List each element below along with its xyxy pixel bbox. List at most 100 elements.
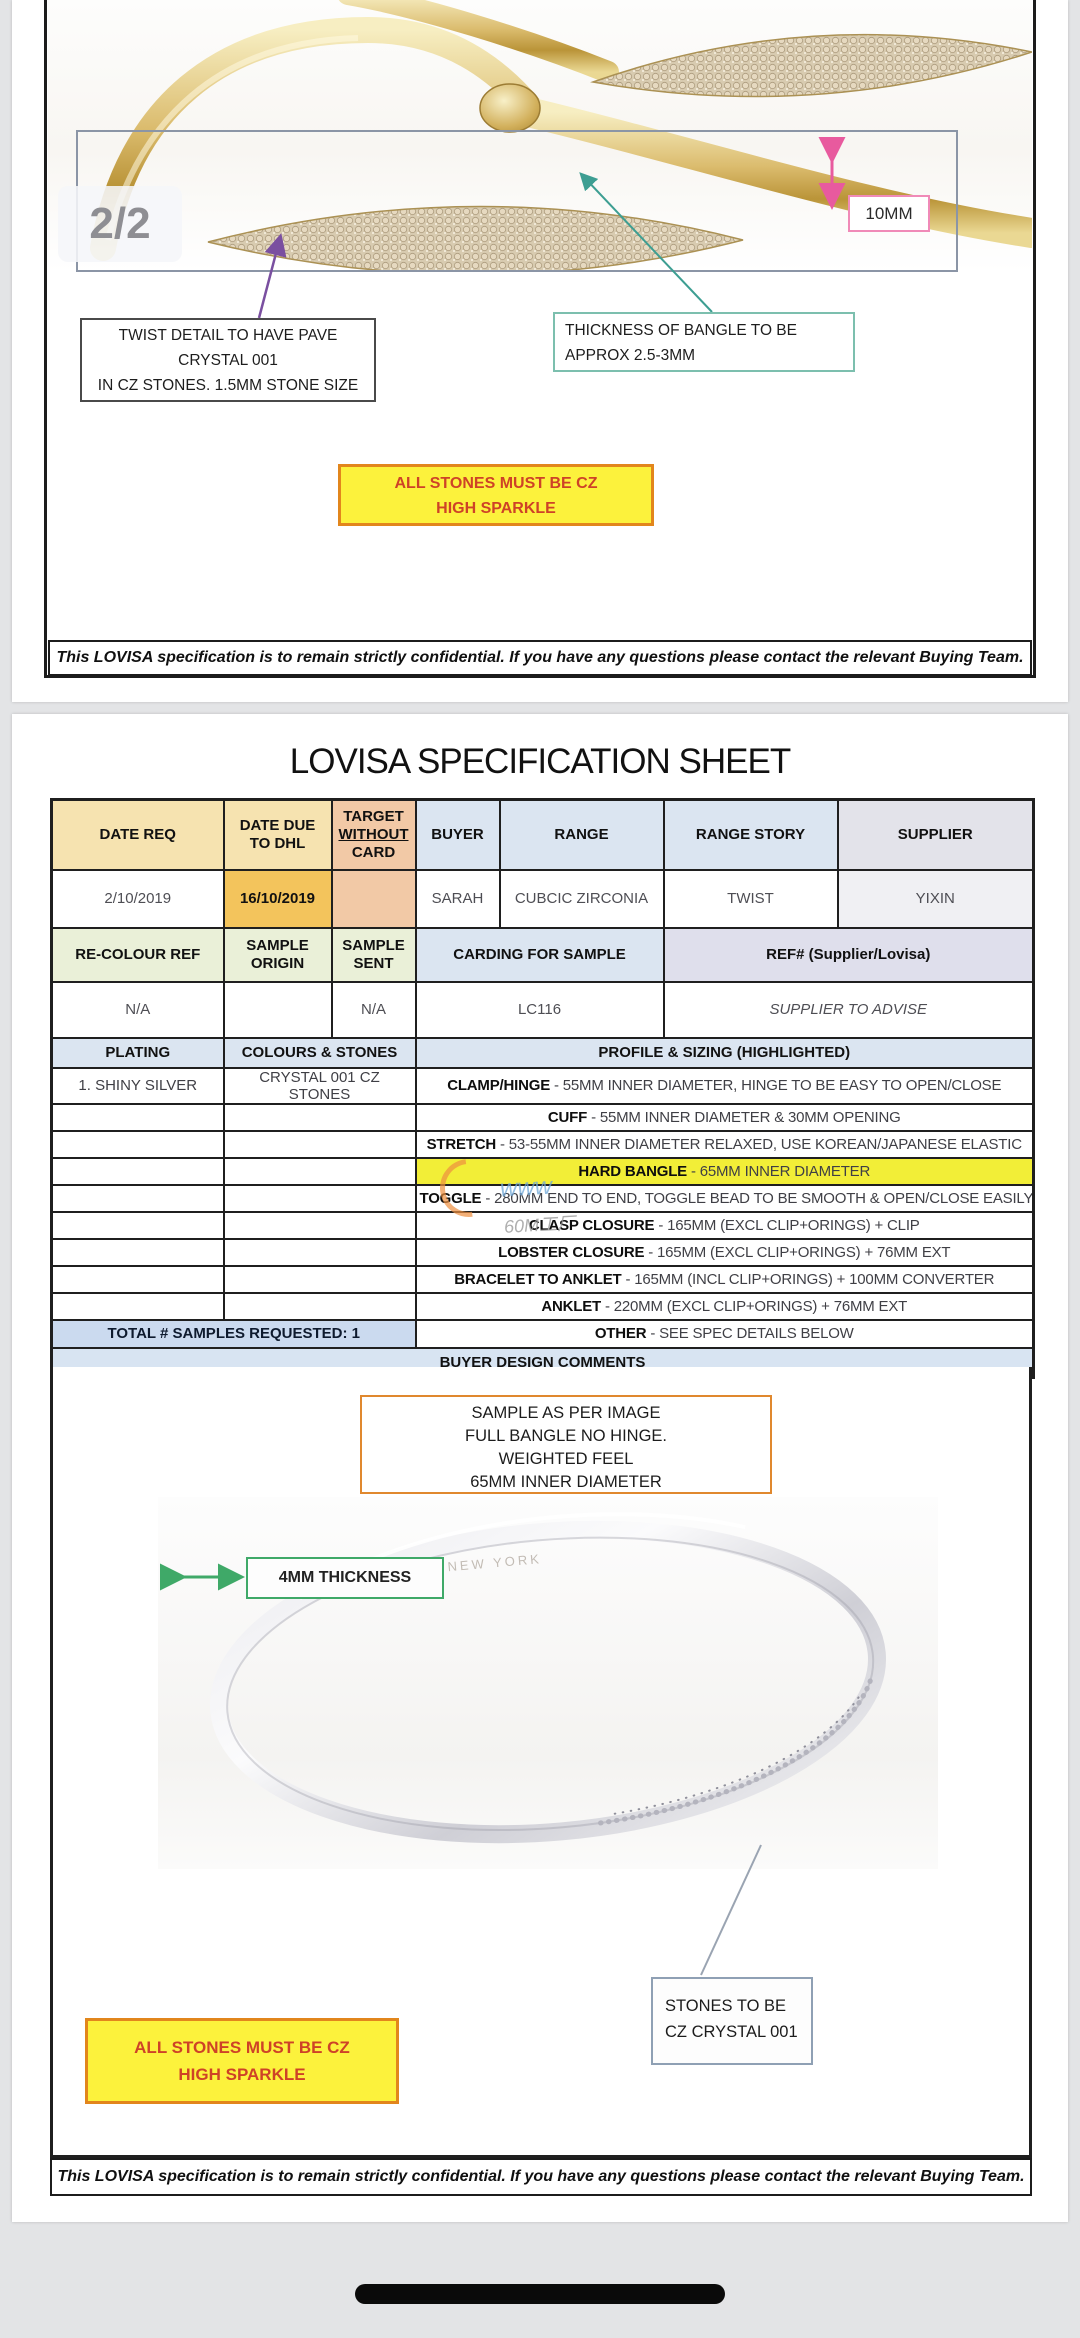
cell-sizing-hard-bangle-highlighted: HARD BANGLE - 65MM INNER DIAMETER (414, 1156, 1035, 1186)
sizing-row: 1. SHINY SILVER CRYSTAL 001 CZ STONES CL… (50, 1066, 1035, 1105)
sizing-row: TOGGLE - 280MM END TO END, TOGGLE BEAD T… (50, 1183, 1035, 1213)
cell-empty (50, 1129, 225, 1159)
target-line3: CARD (351, 843, 396, 861)
page-title: LOVISA SPECIFICATION SHEET (289, 742, 791, 781)
stones-note-box: ALL STONES MUST BE CZ HIGH SPARKLE (338, 464, 654, 526)
total-samples-row: TOTAL # SAMPLES REQUESTED: 1 OTHER - SEE… (50, 1318, 1035, 1349)
cell-empty (222, 1102, 417, 1132)
cell-empty (50, 1156, 225, 1186)
header-plating: PLATING (50, 1036, 225, 1069)
sample-note-line1: SAMPLE AS PER IMAGE (471, 1404, 661, 1422)
spec-page-1: 2/2 10MM TWIST DETAIL TO HAVE PAVE CRYST… (12, 0, 1068, 702)
cell-sizing-stretch: STRETCH - 53-55MM INNER DIAMETER RELAXED… (414, 1129, 1035, 1159)
header-sample-origin: SAMPLE ORIGIN (222, 926, 333, 983)
stones-note-line2: HIGH SPARKLE (436, 500, 556, 517)
header-colours-stones: COLOURS & STONES (222, 1036, 417, 1069)
stones-note2-line2: HIGH SPARKLE (178, 2065, 306, 2084)
thickness-callout: THICKNESS OF BANGLE TO BE APPROX 2.5-3MM (553, 312, 855, 372)
cell-empty (222, 1237, 417, 1267)
table-header-row-2: RE-COLOUR REF SAMPLE ORIGIN SAMPLE SENT … (50, 926, 1035, 983)
home-indicator-bar[interactable] (355, 2284, 725, 2304)
cell-empty (222, 1291, 417, 1321)
header-target-without-card: TARGET WITHOUT CARD (330, 798, 417, 871)
sample-origin-line1: SAMPLE (246, 936, 309, 954)
header-carding-for-sample: CARDING FOR SAMPLE (414, 926, 665, 983)
table-header-row-3: PLATING COLOURS & STONES PROFILE & SIZIN… (50, 1036, 1035, 1069)
sizing-row: STRETCH - 53-55MM INNER DIAMETER RELAXED… (50, 1129, 1035, 1159)
cell-empty (222, 1156, 417, 1186)
sample-note-line3: WEIGHTED FEEL (498, 1450, 634, 1468)
cell-empty (50, 1237, 225, 1267)
buyer-design-comments-area: SAMPLE AS PER IMAGE FULL BANGLE NO HINGE… (50, 1367, 1032, 2158)
sheet-border (44, 0, 1036, 678)
watermark-text-2: 60M工厂 (503, 1213, 576, 1237)
page-indicator: 2/2 (58, 186, 182, 262)
spec-table: DATE REQ DATE DUE TO DHL TARGET WITHOUT … (50, 798, 1035, 1379)
header-date-due-dhl: DATE DUE TO DHL (222, 798, 333, 871)
sizing-row: CUFF - 55MM INNER DIAMETER & 30MM OPENIN… (50, 1102, 1035, 1132)
cell-empty (222, 1210, 417, 1240)
silver-bangle-illustration: NEW YORK (209, 1512, 887, 1844)
cell-date-req: 2/10/2019 (50, 868, 225, 929)
sample-note-line4: 65MM INNER DIAMETER (470, 1473, 662, 1491)
sizing-row: BRACELET TO ANKLET - 165MM (INCL CLIP+OR… (50, 1264, 1035, 1294)
thickness-label-box: 4MM THICKNESS (246, 1557, 444, 1599)
sizing-row: CLASP CLOSURE - 165MM (EXCL CLIP+ORINGS)… (50, 1210, 1035, 1240)
cell-empty (222, 1264, 417, 1294)
thickness-line2: APPROX 2.5-3MM (565, 347, 696, 364)
twist-detail-line2: CRYSTAL 001 (178, 352, 278, 369)
cell-empty (50, 1183, 225, 1213)
cell-range: CUBCIC ZIRCONIA (498, 868, 665, 929)
confidential-footer-2: This LOVISA specification is to remain s… (50, 2158, 1032, 2196)
cell-ref: SUPPLIER TO ADVISE (662, 980, 1035, 1039)
stones-note-line1: ALL STONES MUST BE CZ (394, 475, 598, 492)
table-header-row-1: DATE REQ DATE DUE TO DHL TARGET WITHOUT … (50, 798, 1035, 871)
cell-sizing-anklet: ANKLET - 220MM (EXCL CLIP+ORINGS) + 76MM… (414, 1291, 1035, 1321)
sizing-row: ANKLET - 220MM (EXCL CLIP+ORINGS) + 76MM… (50, 1291, 1035, 1321)
stones-note2-line1: ALL STONES MUST BE CZ (134, 2038, 350, 2057)
spec-page-2: LOVISA SPECIFICATION SHEET DATE REQ DATE… (12, 714, 1068, 2222)
sample-note-box: SAMPLE AS PER IMAGE FULL BANGLE NO HINGE… (360, 1395, 772, 1494)
sample-origin-line2: ORIGIN (250, 954, 305, 972)
cell-sizing-toggle: TOGGLE - 280MM END TO END, TOGGLE BEAD T… (414, 1183, 1035, 1213)
cell-sample-sent: N/A (330, 980, 417, 1039)
silver-bangle-photo: NEW YORK (158, 1497, 938, 1869)
table-data-row-2: N/A N/A LC116 SUPPLIER TO ADVISE (50, 980, 1035, 1039)
cell-sizing-bracelet-to-anklet: BRACELET TO ANKLET - 165MM (INCL CLIP+OR… (414, 1264, 1035, 1294)
cell-sizing-clasp-closure: CLASP CLOSURE - 165MM (EXCL CLIP+ORINGS)… (414, 1210, 1035, 1240)
cell-sizing-cuff: CUFF - 55MM INNER DIAMETER & 30MM OPENIN… (414, 1102, 1035, 1132)
twist-detail-callout: TWIST DETAIL TO HAVE PAVE CRYSTAL 001 IN… (80, 318, 376, 402)
header-range-story: RANGE STORY (662, 798, 839, 871)
cell-carding: LC116 (414, 980, 665, 1039)
cell-empty (50, 1210, 225, 1240)
twist-detail-line1: TWIST DETAIL TO HAVE PAVE (118, 327, 338, 344)
cell-empty (50, 1291, 225, 1321)
dimension-label-box: 10MM (848, 195, 930, 232)
cell-empty (50, 1264, 225, 1294)
cell-supplier: YIXIN (836, 868, 1035, 929)
cell-date-due: 16/10/2019 (222, 868, 333, 929)
cell-empty (222, 1183, 417, 1213)
header-recolour-ref: RE-COLOUR REF (50, 926, 225, 983)
cell-other: OTHER - SEE SPEC DETAILS BELOW (414, 1318, 1035, 1349)
stones-label-line2: CZ CRYSTAL 001 (665, 2023, 798, 2041)
target-line2: WITHOUT (338, 825, 409, 843)
stones-label-box: STONES TO BE CZ CRYSTAL 001 (651, 1977, 813, 2065)
sample-note-line2: FULL BANGLE NO HINGE. (464, 1427, 668, 1445)
target-line1: TARGET (343, 807, 404, 825)
cell-recolour: N/A (50, 980, 225, 1039)
confidential-footer: This LOVISA specification is to remain s… (48, 640, 1032, 676)
watermark-text-1: www (499, 1172, 553, 1203)
header-date-req: DATE REQ (50, 798, 225, 871)
header-ref-supplier-lovisa: REF# (Supplier/Lovisa) (662, 926, 1035, 983)
stones-label-line1: STONES TO BE (665, 1997, 787, 2015)
cell-empty (50, 1102, 225, 1132)
cell-target (330, 868, 417, 929)
cell-buyer: SARAH (414, 868, 501, 929)
photo-annotation-frame (76, 130, 958, 272)
cell-sizing-clamp-hinge: CLAMP/HINGE - 55MM INNER DIAMETER, HINGE… (414, 1066, 1035, 1105)
sizing-row: HARD BANGLE - 65MM INNER DIAMETER (50, 1156, 1035, 1186)
stones-note-box-2: ALL STONES MUST BE CZ HIGH SPARKLE (85, 2018, 399, 2104)
twist-detail-line3: IN CZ STONES. 1.5MM STONE SIZE (97, 377, 359, 394)
